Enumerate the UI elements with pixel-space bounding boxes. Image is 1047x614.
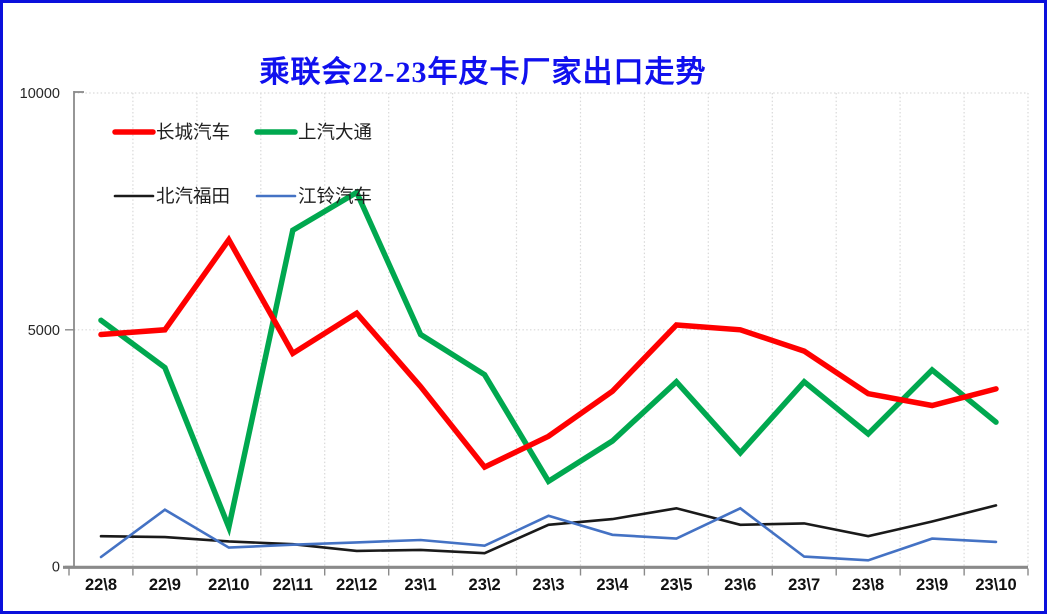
x-axis-label: 23\1 — [405, 576, 437, 594]
x-axis-label: 23\7 — [788, 576, 820, 594]
series-line-1 — [98, 188, 999, 537]
x-axis-label: 22\11 — [273, 576, 313, 594]
x-axis-label: 22\10 — [208, 576, 249, 594]
series-line-2 — [99, 504, 998, 555]
x-axis-label: 23\9 — [916, 576, 948, 594]
chart-title: 乘联会22-23年皮卡厂家出口走势 — [259, 56, 707, 89]
y-axis-label: 10000 — [20, 86, 60, 102]
x-axis-label: 23\5 — [660, 576, 692, 594]
chart-svg: 0 5000 10000 22\8 22\9 22\10 22\11 22\12 23\1 23\… — [20, 86, 1029, 594]
x-axis-label: 23\6 — [724, 576, 756, 594]
x-axis-label: 23\8 — [852, 576, 884, 594]
legend-label-0: 长城汽车 — [156, 123, 230, 144]
x-axis-label: 23\3 — [532, 576, 564, 594]
legend-label-1: 上汽大通 — [298, 123, 372, 144]
series-line-0 — [98, 234, 999, 471]
x-axis-label: 23\4 — [596, 576, 629, 594]
x-axis-label: 23\10 — [975, 576, 1016, 594]
y-axis-label: 0 — [52, 560, 60, 576]
x-axis-label: 22\12 — [336, 576, 377, 594]
x-axis-label: 23\2 — [469, 576, 501, 594]
y-axis-label: 5000 — [28, 323, 60, 339]
legend-label-3: 江铃汽车 — [298, 187, 372, 208]
x-axis-label: 22\8 — [85, 576, 117, 594]
legend-label-2: 北汽福田 — [156, 187, 230, 208]
series-line-3 — [99, 506, 998, 562]
x-axis-label: 22\9 — [149, 576, 181, 594]
